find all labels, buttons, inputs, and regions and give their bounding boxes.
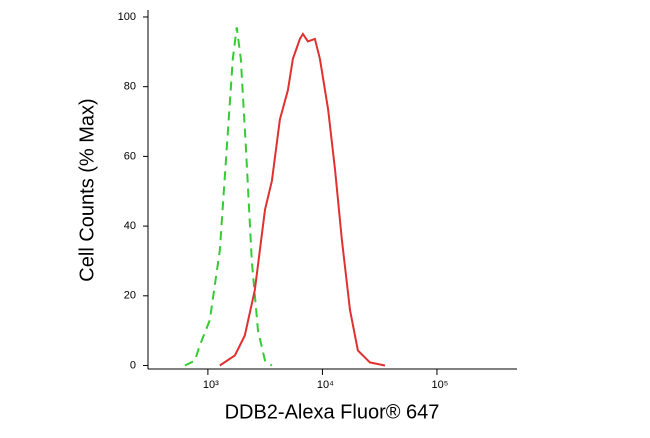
y-axis-label: Cell Counts (% Max) [76, 98, 98, 281]
x-tick-label: 10⁵ [432, 379, 449, 391]
x-tick-label: 10³ [203, 379, 219, 391]
y-tick-label: 20 [124, 290, 136, 302]
x-axis-label: DDB2-Alexa Fluor® 647 [225, 401, 440, 423]
y-tick-label: 80 [124, 81, 136, 93]
y-tick-label: 40 [124, 220, 136, 232]
y-tick-label: 100 [118, 11, 136, 23]
series-line [184, 27, 273, 367]
x-tick-label: 10⁴ [317, 379, 334, 391]
series-line [219, 32, 386, 367]
y-tick-label: 0 [130, 359, 136, 371]
y-tick-label: 60 [124, 150, 136, 162]
